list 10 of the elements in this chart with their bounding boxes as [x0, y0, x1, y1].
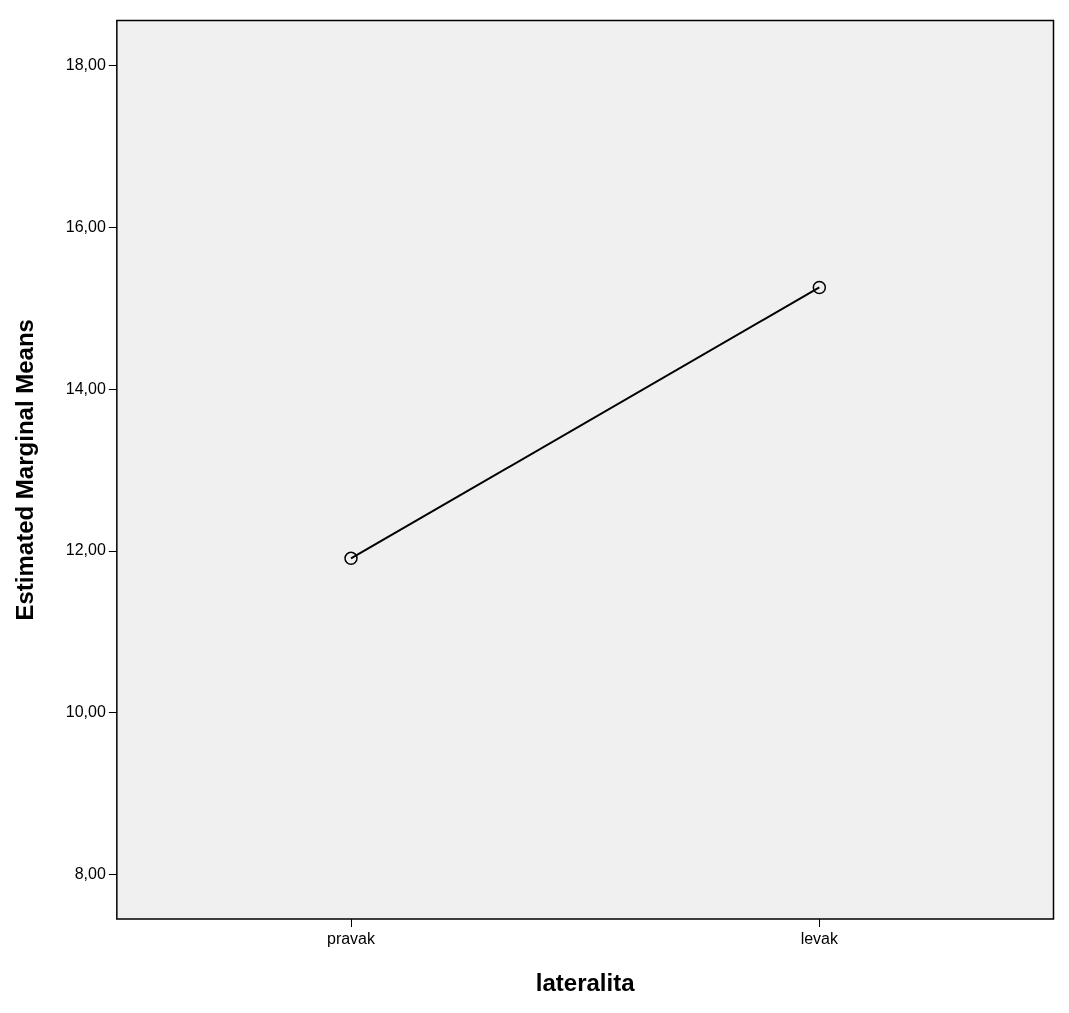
y-tick-label: 18,00 — [65, 56, 106, 74]
x-tick-label: pravak — [326, 930, 377, 948]
y-tick-label: 14,00 — [65, 379, 106, 397]
y-axis-title: Estimated Marginal Means — [11, 319, 39, 621]
x-axis-title: lateralita — [535, 969, 636, 997]
y-tick-label: 8,00 — [74, 864, 106, 882]
y-tick-label: 12,00 — [65, 541, 106, 559]
x-tick-label: levak — [800, 930, 840, 948]
y-tick-label: 10,00 — [65, 703, 106, 721]
y-tick-label: 16,00 — [65, 218, 106, 236]
